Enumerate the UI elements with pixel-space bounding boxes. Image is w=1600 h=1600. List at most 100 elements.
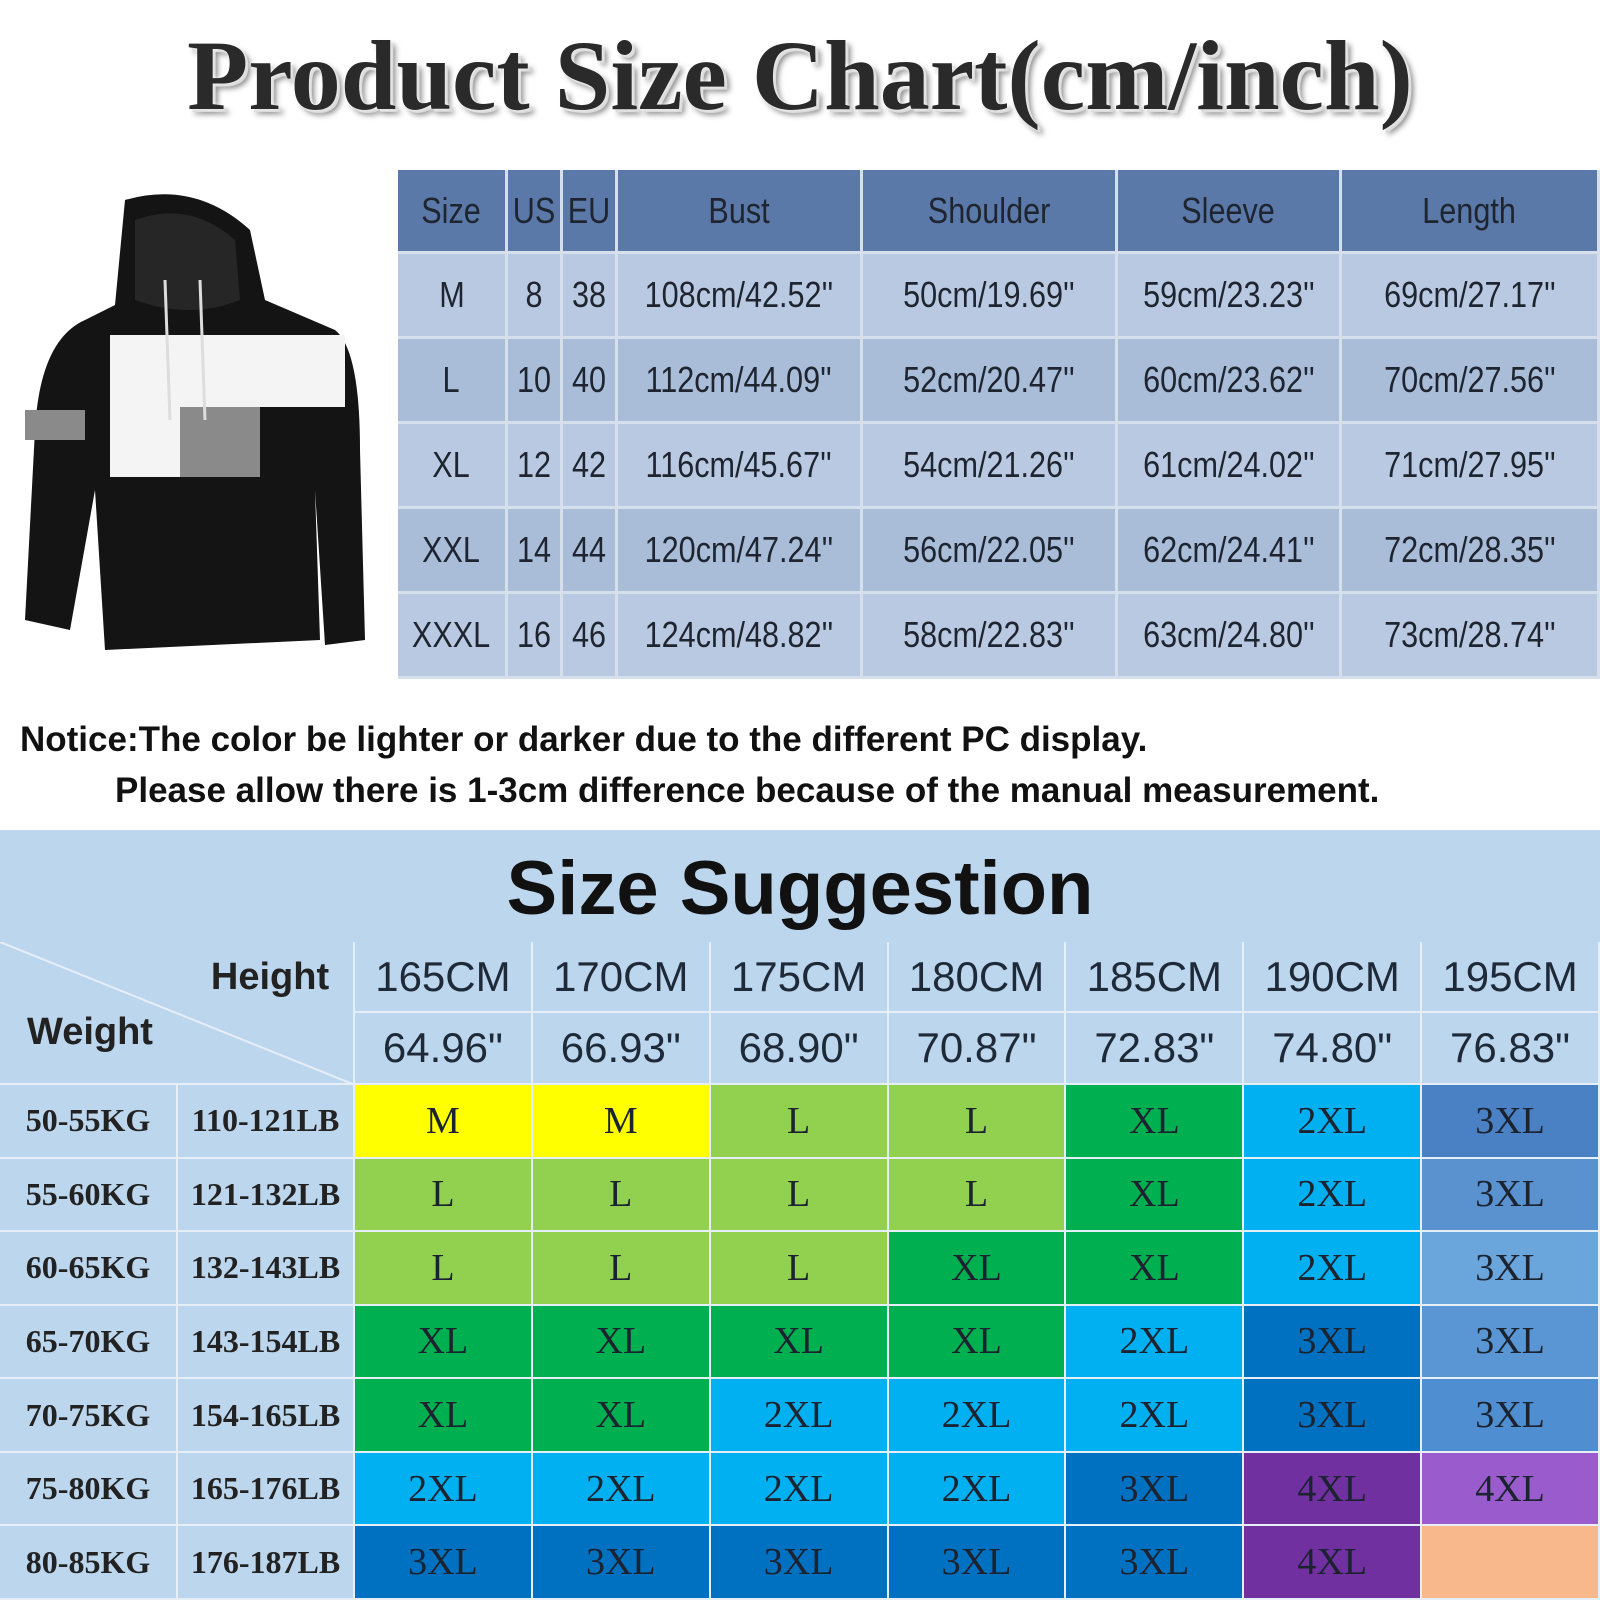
- size-cell: XL: [1066, 1085, 1245, 1159]
- height-in: 70.87": [888, 1013, 1067, 1085]
- cell-text: 61cm/24.02'': [1142, 444, 1315, 485]
- cell-text: 14: [516, 529, 552, 570]
- weight-kg: 50-55KG: [0, 1085, 178, 1159]
- table-cell: 63cm/24.80'': [1118, 594, 1342, 679]
- size-cell: M: [355, 1085, 533, 1159]
- cell-text: 108cm/42.52'': [644, 274, 834, 315]
- size-cell: L: [532, 1232, 711, 1306]
- weight-lb: 143-154LB: [178, 1305, 355, 1380]
- diagonal: [0, 942, 355, 1085]
- cell-text: 70cm/27.56'': [1383, 359, 1556, 400]
- table-cell: 46: [563, 594, 618, 679]
- size-cell: 3XL: [1422, 1305, 1600, 1380]
- size-cell: XL: [355, 1379, 533, 1453]
- table-cell: 12: [508, 424, 563, 509]
- height-in: 68.90": [710, 1013, 889, 1085]
- cell-text: 16: [516, 614, 552, 655]
- cell-text: XXL: [422, 529, 481, 570]
- cell-text: US: [512, 189, 556, 231]
- height-cm: 190CM: [1244, 942, 1423, 1013]
- table-cell: 61cm/24.02'': [1118, 424, 1342, 509]
- cell-text: 124cm/48.82'': [644, 614, 834, 655]
- cell-text: Sleeve: [1181, 189, 1276, 231]
- weight-lb: 110-121LB: [178, 1085, 355, 1159]
- cell-text: 56cm/22.05'': [903, 529, 1075, 570]
- cell-text: 40: [571, 359, 607, 400]
- cell-text: Size: [421, 189, 482, 231]
- table-cell: 59cm/23.23'': [1118, 254, 1342, 339]
- size-cell: L: [710, 1158, 889, 1233]
- size-cell: M: [532, 1085, 711, 1159]
- weight-kg: 70-75KG: [0, 1379, 178, 1453]
- size-cell: 3XL: [1244, 1379, 1423, 1453]
- size-cell: 3XL: [1422, 1085, 1600, 1159]
- cell-text: L: [442, 359, 461, 400]
- size-cell: 3XL: [1422, 1379, 1600, 1453]
- table-cell: 42: [563, 424, 618, 509]
- size-cell: 2XL: [532, 1452, 711, 1527]
- height-in: 64.96": [355, 1013, 533, 1085]
- cell-text: Length: [1422, 189, 1517, 231]
- table-cell: XL: [398, 424, 508, 509]
- size-cell: 2XL: [1244, 1085, 1423, 1159]
- table-cell: 112cm/44.09'': [618, 339, 863, 424]
- size-cell: 4XL: [1244, 1526, 1423, 1600]
- weight-kg: 55-60KG: [0, 1158, 178, 1233]
- notice-line: Notice:The color be lighter or darker du…: [20, 720, 1148, 759]
- table-cell: 120cm/47.24'': [618, 509, 863, 594]
- size-cell: L: [532, 1158, 711, 1233]
- table-cell: XXL: [398, 509, 508, 594]
- cell-text: 38: [571, 274, 607, 315]
- table-cell: M: [398, 254, 508, 339]
- cell-text: 112cm/44.09'': [645, 359, 833, 400]
- size-cell: 2XL: [1244, 1232, 1423, 1306]
- cell-text: 44: [571, 529, 607, 570]
- cell-text: 116cm/45.67'': [645, 444, 833, 485]
- size-cell: L: [710, 1085, 889, 1159]
- size-cell: 2XL: [888, 1379, 1067, 1453]
- size-cell: L: [710, 1232, 889, 1306]
- size-cell: XL: [1066, 1232, 1245, 1306]
- size-cell: 2XL: [710, 1379, 889, 1453]
- weight-lb: 154-165LB: [178, 1379, 355, 1453]
- size-cell: 4XL: [1244, 1452, 1423, 1527]
- table-cell: 73cm/28.74'': [1342, 594, 1600, 679]
- table-cell: 58cm/22.83'': [863, 594, 1118, 679]
- table-cell: 72cm/28.35'': [1342, 509, 1600, 594]
- header-cell: Bust: [618, 170, 863, 254]
- height-cm: 185CM: [1066, 942, 1245, 1013]
- table-cell: 124cm/48.82'': [618, 594, 863, 679]
- table-cell: 8: [508, 254, 563, 339]
- size-cell: 3XL: [710, 1526, 889, 1600]
- table-cell: L: [398, 339, 508, 424]
- table-cell: XXXL: [398, 594, 508, 679]
- size-cell: 2XL: [1244, 1158, 1423, 1233]
- cell-text: 59cm/23.23'': [1142, 274, 1315, 315]
- header-cell: EU: [563, 170, 618, 254]
- weight-kg: 75-80KG: [0, 1452, 178, 1527]
- size-cell: XL: [532, 1305, 711, 1380]
- cell-text: Shoulder: [927, 189, 1051, 231]
- cell-text: 120cm/47.24'': [644, 529, 834, 570]
- size-cell: XL: [888, 1232, 1067, 1306]
- size-cell: 3XL: [355, 1526, 533, 1600]
- table-cell: 60cm/23.62'': [1118, 339, 1342, 424]
- weight-lb: 165-176LB: [178, 1452, 355, 1527]
- size-cell: [1422, 1526, 1600, 1600]
- height-in: 66.93": [532, 1013, 711, 1085]
- header-cell: Size: [398, 170, 508, 254]
- size-cell: 3XL: [1422, 1232, 1600, 1306]
- cell-text: 54cm/21.26'': [903, 444, 1075, 485]
- height-label: Height: [210, 955, 330, 998]
- height-cm: 170CM: [532, 942, 711, 1013]
- table-cell: 70cm/27.56'': [1342, 339, 1600, 424]
- header-cell: Shoulder: [863, 170, 1118, 254]
- height-in: 76.83": [1422, 1013, 1600, 1085]
- size-cell: XL: [1066, 1158, 1245, 1233]
- size-cell: 3XL: [1244, 1305, 1423, 1380]
- table-cell: 52cm/20.47'': [863, 339, 1118, 424]
- table-cell: 38: [563, 254, 618, 339]
- size-cell: 3XL: [1422, 1158, 1600, 1233]
- size-cell: 4XL: [1422, 1452, 1600, 1527]
